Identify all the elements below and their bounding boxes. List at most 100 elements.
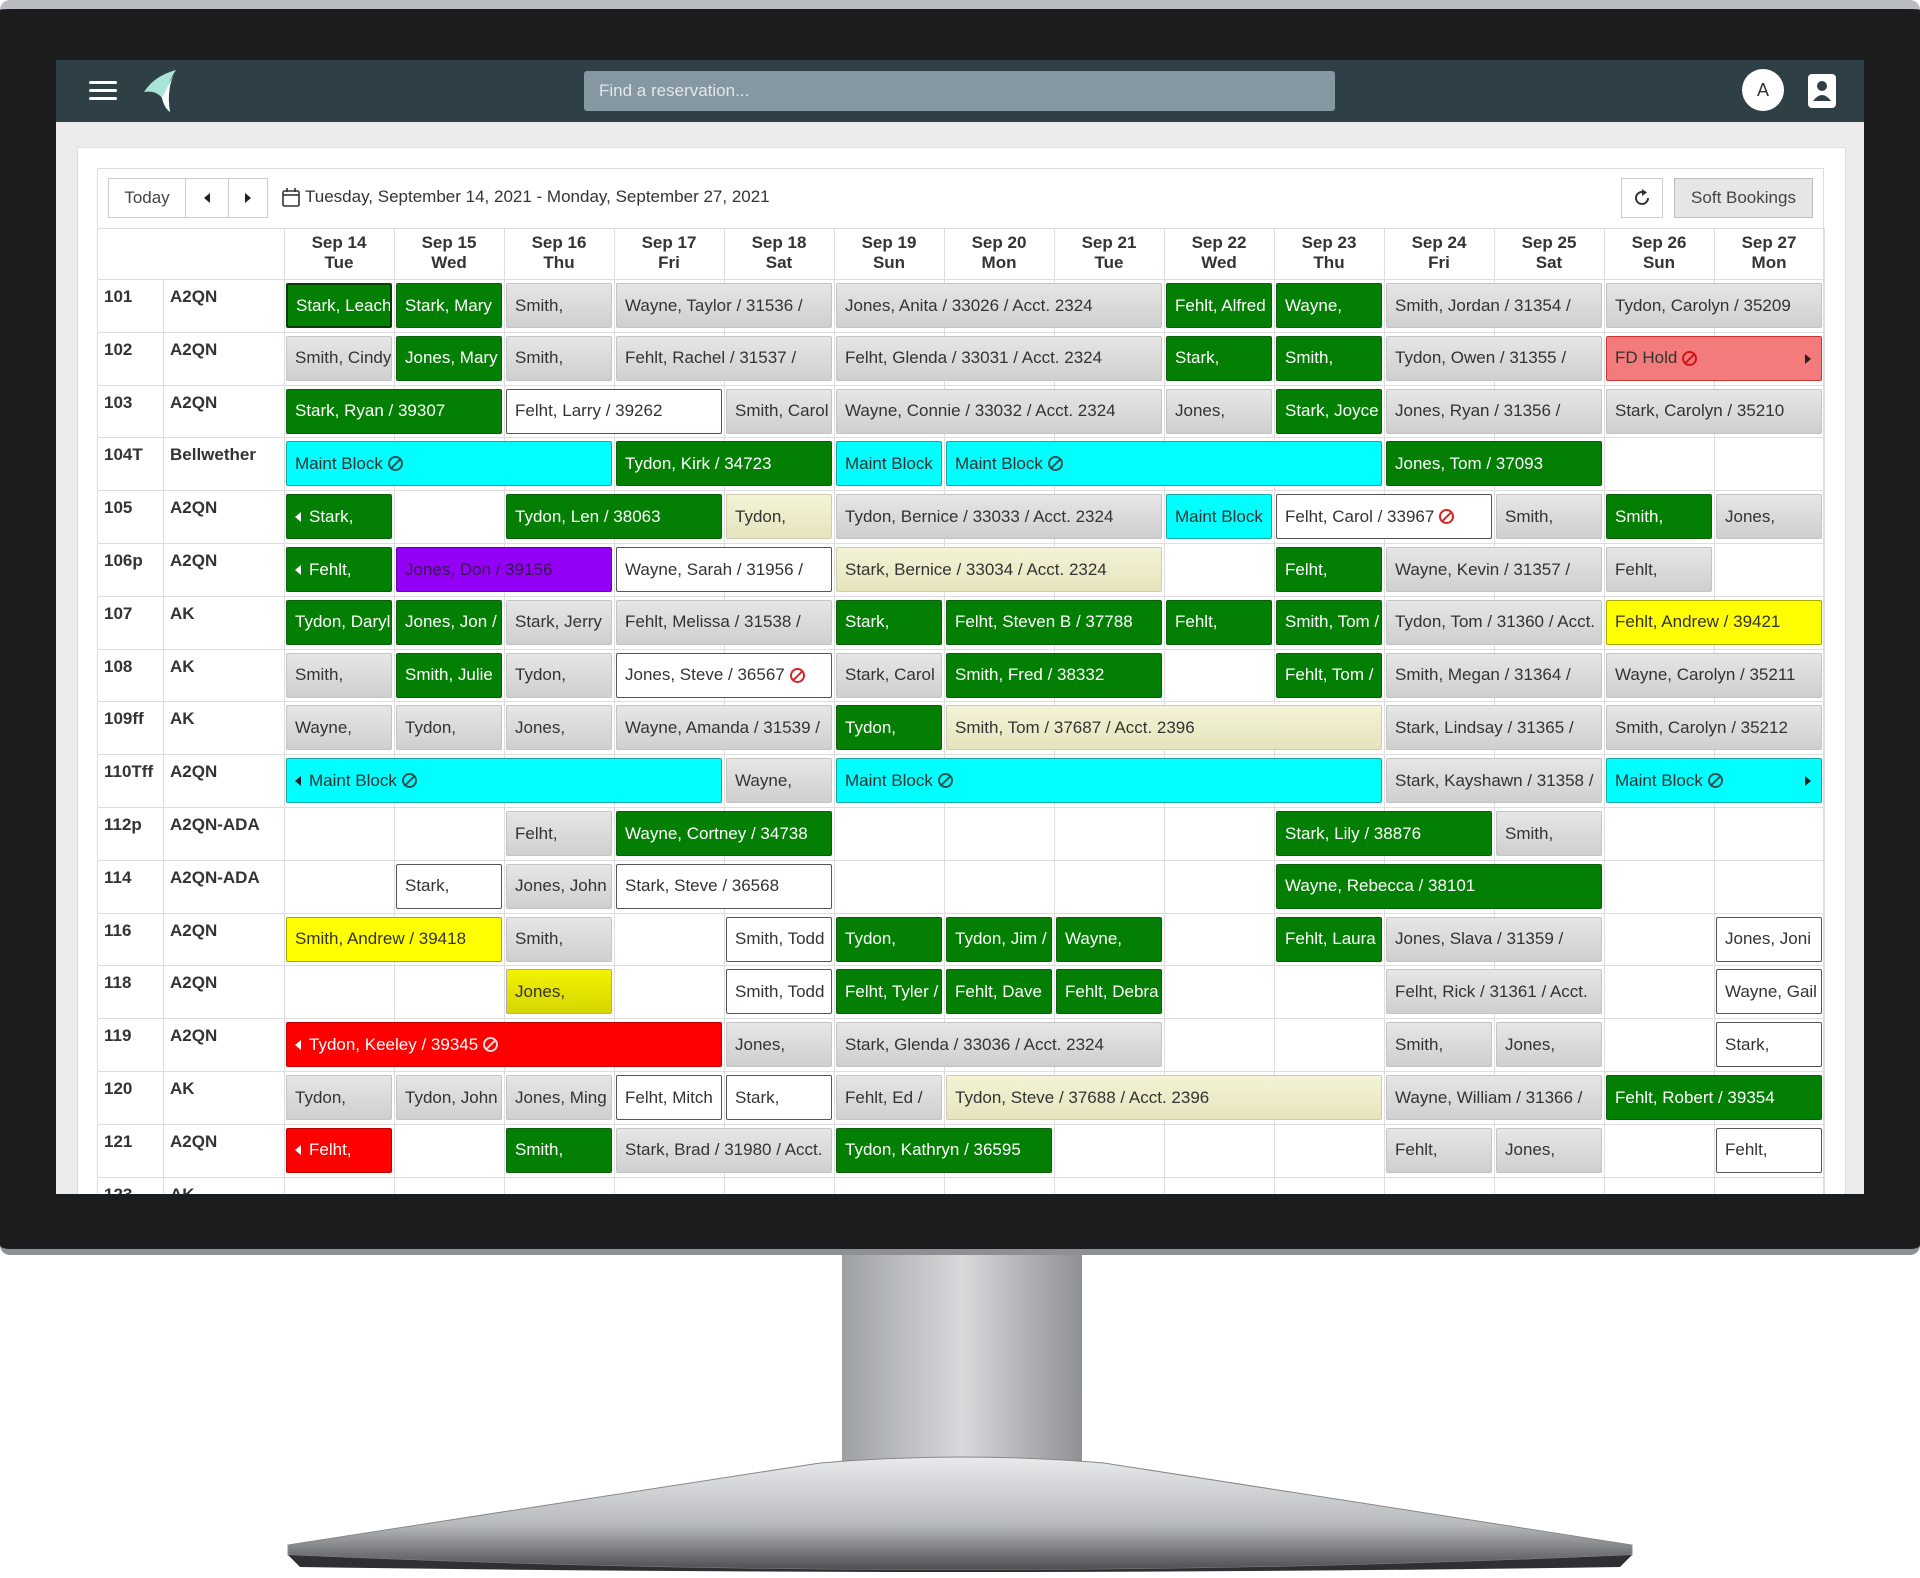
- menu-icon[interactable]: [89, 89, 117, 92]
- booking[interactable]: Maint Block: [1606, 758, 1822, 804]
- booking[interactable]: Smith, Andrew / 39418: [286, 916, 502, 962]
- booking[interactable]: Wayne, Gail: [1716, 969, 1822, 1015]
- booking[interactable]: Wayne, Sarah / 31956 /: [616, 547, 832, 592]
- booking[interactable]: Fehlt,: [286, 547, 392, 592]
- booking[interactable]: Smith, Tom / 37687 / Acct. 2396: [946, 705, 1382, 751]
- booking[interactable]: Stark, Steve / 36568: [616, 863, 832, 909]
- booking[interactable]: Smith, Julie: [396, 652, 502, 698]
- booking[interactable]: Jones,: [726, 1022, 832, 1068]
- booking[interactable]: Stark,: [1716, 1022, 1822, 1068]
- booking[interactable]: Fehlt, Robert / 39354: [1606, 1075, 1822, 1120]
- booking[interactable]: Felht, Larry / 39262: [506, 388, 722, 434]
- booking[interactable]: Tydon, Steve / 37688 / Acct. 2396: [946, 1075, 1382, 1120]
- booking[interactable]: Jones,: [1166, 388, 1272, 434]
- booking[interactable]: Fehlt, Andrew / 39421: [1606, 599, 1822, 645]
- booking[interactable]: Jones, Jon /: [396, 599, 502, 645]
- booking[interactable]: Jones, Mary: [396, 335, 502, 381]
- booking[interactable]: Fehlt, Alfred: [1166, 283, 1272, 328]
- booking[interactable]: Tydon, Jim /: [946, 916, 1052, 962]
- booking[interactable]: Stark, Glenda / 33036 / Acct. 2324: [836, 1022, 1162, 1068]
- booking[interactable]: Maint Block: [946, 441, 1382, 487]
- booking[interactable]: Stark,: [286, 494, 392, 540]
- booking[interactable]: Wayne, Taylor / 31536 /: [616, 283, 832, 328]
- booking[interactable]: Felht, Carol / 33967: [1276, 494, 1492, 540]
- next-button[interactable]: [228, 178, 268, 218]
- booking[interactable]: Stark, Kayshawn / 31358 /: [1386, 758, 1602, 804]
- booking[interactable]: Stark, Jerry: [506, 599, 612, 645]
- today-button[interactable]: Today: [108, 178, 186, 218]
- booking[interactable]: Stark, Lindsay / 31365 /: [1386, 705, 1602, 751]
- contacts-icon[interactable]: [1808, 74, 1836, 108]
- booking[interactable]: Jones, John: [506, 863, 612, 909]
- booking[interactable]: Felht, Tyler /: [836, 969, 942, 1015]
- booking[interactable]: Smith,: [1606, 494, 1712, 540]
- booking[interactable]: Tydon, Keeley / 39345: [286, 1022, 722, 1068]
- booking[interactable]: Stark,: [726, 1075, 832, 1120]
- booking[interactable]: Jones, Steve / 36567: [616, 652, 832, 698]
- booking[interactable]: Jones, Slava / 31359 /: [1386, 916, 1602, 962]
- booking[interactable]: Stark,: [1166, 335, 1272, 381]
- booking[interactable]: Wayne,: [1056, 916, 1162, 962]
- booking[interactable]: Wayne, Amanda / 31539 /: [616, 705, 832, 751]
- booking[interactable]: Tydon, Carolyn / 35209: [1606, 283, 1822, 328]
- booking[interactable]: Stark, Carol: [836, 652, 942, 698]
- booking[interactable]: Maint Block: [836, 441, 942, 487]
- booking[interactable]: Jones,: [1496, 1022, 1602, 1068]
- booking[interactable]: Wayne, Cortney / 34738: [616, 811, 832, 856]
- booking[interactable]: Smith, Fred / 38332: [946, 652, 1162, 698]
- booking[interactable]: Smith, Jordan / 31354 /: [1386, 283, 1602, 328]
- booking[interactable]: Wayne,: [1276, 283, 1382, 328]
- booking[interactable]: Stark, Joyce: [1276, 388, 1382, 434]
- booking[interactable]: Smith,: [1496, 811, 1602, 856]
- booking[interactable]: Smith, Todd: [726, 916, 832, 962]
- booking[interactable]: Jones,: [1716, 494, 1822, 540]
- booking[interactable]: Stark,: [836, 599, 942, 645]
- booking[interactable]: Fehlt,: [1166, 599, 1272, 645]
- booking[interactable]: Felht, Steven B / 37788: [946, 599, 1162, 645]
- booking[interactable]: Fehlt, Laura: [1276, 916, 1382, 962]
- booking[interactable]: Fehlt, Ed /: [836, 1075, 942, 1120]
- booking[interactable]: Wayne, Connie / 33032 / Acct. 2324: [836, 388, 1162, 434]
- booking[interactable]: Felht, Rick / 31361 / Acct.: [1386, 969, 1602, 1015]
- booking[interactable]: Stark, Ryan / 39307: [286, 388, 502, 434]
- booking[interactable]: Smith,: [286, 652, 392, 698]
- booking[interactable]: Stark, Lily / 38876: [1276, 811, 1492, 856]
- booking[interactable]: Tydon,: [836, 705, 942, 751]
- booking[interactable]: Smith, Cindy: [286, 335, 392, 381]
- booking[interactable]: Jones,: [1496, 1127, 1602, 1173]
- avatar[interactable]: A: [1742, 69, 1784, 111]
- booking[interactable]: Fehlt, Rachel / 31537 /: [616, 335, 832, 381]
- booking[interactable]: Jones, Ming: [506, 1075, 612, 1120]
- booking[interactable]: Stark, Carolyn / 35210: [1606, 388, 1822, 434]
- booking[interactable]: Fehlt,: [1606, 547, 1712, 592]
- booking[interactable]: Tydon, Owen / 31355 /: [1386, 335, 1602, 381]
- booking[interactable]: Tydon,: [836, 916, 942, 962]
- booking[interactable]: Wayne,: [726, 758, 832, 804]
- booking[interactable]: Smith,: [506, 1127, 612, 1173]
- booking[interactable]: Maint Block: [286, 441, 612, 487]
- menu-icon[interactable]: [89, 97, 117, 100]
- booking[interactable]: Felht,: [506, 811, 612, 856]
- booking[interactable]: Tydon,: [726, 494, 832, 540]
- booking[interactable]: Maint Block: [286, 758, 722, 804]
- booking[interactable]: Smith,: [1496, 494, 1602, 540]
- search-box[interactable]: Find a reservation...: [584, 71, 1335, 111]
- booking[interactable]: Jones, Anita / 33026 / Acct. 2324: [836, 283, 1162, 328]
- refresh-button[interactable]: [1621, 178, 1663, 218]
- booking[interactable]: Smith,: [506, 283, 612, 328]
- booking[interactable]: Felht, Mitch: [616, 1075, 722, 1120]
- booking[interactable]: Wayne, Carolyn / 35211: [1606, 652, 1822, 698]
- booking[interactable]: Fehlt, Tom /: [1276, 652, 1382, 698]
- booking[interactable]: Smith, Carol: [726, 388, 832, 434]
- booking[interactable]: Tydon, John: [396, 1075, 502, 1120]
- booking[interactable]: Felht,: [286, 1127, 392, 1173]
- booking[interactable]: Smith,: [1276, 335, 1382, 381]
- booking[interactable]: Smith, Megan / 31364 /: [1386, 652, 1602, 698]
- booking[interactable]: Tydon, Tom / 31360 / Acct.: [1386, 599, 1602, 645]
- soft-bookings-button[interactable]: Soft Bookings: [1674, 178, 1813, 218]
- booking[interactable]: Jones,: [506, 969, 612, 1015]
- booking[interactable]: Tydon, Daryl: [286, 599, 392, 645]
- booking[interactable]: Tydon,: [286, 1075, 392, 1120]
- booking[interactable]: Jones, Ryan / 31356 /: [1386, 388, 1602, 434]
- booking[interactable]: Felht,: [1276, 547, 1382, 592]
